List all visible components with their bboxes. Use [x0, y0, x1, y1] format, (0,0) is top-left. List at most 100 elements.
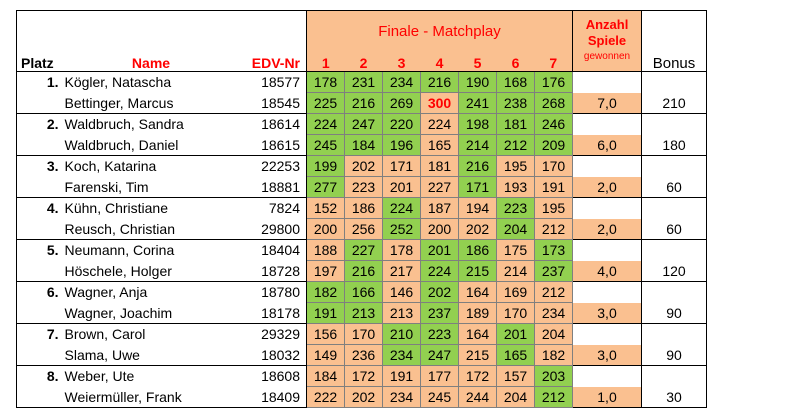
name-header: Name	[62, 10, 240, 72]
results-body: 1. Kögler, Natascha 18577 178 231 234 216 190 16…	[16, 71, 707, 408]
score-cell-game-7: 173	[534, 239, 573, 261]
rank-cell: 7.	[16, 323, 63, 345]
games-won-cell: 2,0	[572, 176, 642, 198]
score-cell-game-4: 216	[420, 71, 459, 93]
score-cell-game-5: 215	[458, 260, 497, 282]
score-cell-game-2: 184	[344, 134, 383, 156]
score-cell-game-3: 234	[382, 344, 421, 366]
bonus-cell	[641, 71, 707, 93]
game-header-5: 5	[458, 51, 497, 72]
rank-cell: 3.	[16, 155, 63, 177]
score-cell-game-6: 175	[496, 239, 535, 261]
player-name: Waldbruch, Daniel	[62, 134, 240, 156]
score-cell-game-3: 201	[382, 176, 421, 198]
bonus-cell: 30	[641, 386, 707, 408]
score-cell-game-5: 214	[458, 134, 497, 156]
score-cell-game-5: 190	[458, 71, 497, 93]
table-row: 6. Wagner, Anja 18780 182 166 146 202 164 169 212	[16, 281, 707, 303]
score-cell-game-5: 216	[458, 155, 497, 177]
score-cell-game-4: 165	[420, 134, 459, 156]
player-name: Waldbruch, Sandra	[64, 116, 184, 133]
score-cell-game-2: 223	[344, 176, 383, 198]
score-cell-game-6: 201	[496, 323, 535, 345]
bonus-cell: 90	[641, 302, 707, 324]
player-name: Brown, Carol	[64, 326, 146, 343]
games-won-cell	[572, 323, 642, 345]
score-cell-game-2: 236	[344, 344, 383, 366]
games-won-cell	[572, 239, 642, 261]
bonus-cell: 60	[641, 218, 707, 240]
score-cell-game-1: 182	[306, 281, 345, 303]
table-row: 8. Weber, Ute 18608 184 172 191 177 172 157 203	[16, 365, 707, 387]
player-name: Kühn, Christiane	[64, 200, 169, 217]
score-cell-game-7: 176	[534, 71, 573, 93]
score-cell-game-6: 238	[496, 92, 535, 114]
bonus-cell	[641, 113, 707, 135]
edv-number: 18577	[239, 71, 307, 93]
score-cell-game-5: 171	[458, 176, 497, 198]
score-cell-game-7: 170	[534, 155, 573, 177]
anzahl-label-2: Spiele	[587, 33, 627, 48]
score-cell-game-2: 172	[344, 365, 383, 387]
score-cell-game-6: 157	[496, 365, 535, 387]
score-cell-game-3: 146	[382, 281, 421, 303]
score-cell-game-6: 168	[496, 71, 535, 93]
score-cell-game-3: 269	[382, 92, 421, 114]
table-row: Höschele, Holger 18728 197 216 217 224 215 214 2…	[16, 260, 707, 282]
bonus-cell: 210	[641, 92, 707, 114]
table-row: Wagner, Joachim 18178 191 213 213 237 189 170 23…	[16, 302, 707, 324]
bonus-cell: 120	[641, 260, 707, 282]
table-row: 5. Neumann, Corina 18404 188 227 178 201 186 175…	[16, 239, 707, 261]
platz-header: Platz	[16, 10, 63, 72]
bonus-cell	[641, 197, 707, 219]
score-cell-game-4: 224	[420, 260, 459, 282]
edv-number: 18404	[239, 239, 307, 261]
edv-number: 18545	[239, 92, 307, 114]
score-cell-game-3: 217	[382, 260, 421, 282]
games-won-cell	[572, 365, 642, 387]
score-cell-game-4: 227	[420, 176, 459, 198]
score-cell-game-5: 241	[458, 92, 497, 114]
score-cell-game-1: 225	[306, 92, 345, 114]
score-cell-game-4: 200	[420, 218, 459, 240]
score-cell-game-2: 247	[344, 113, 383, 135]
bonus-cell	[641, 365, 707, 387]
edv-number: 18728	[239, 260, 307, 282]
score-cell-game-6: 223	[496, 197, 535, 219]
score-cell-game-3: 224	[382, 197, 421, 219]
edv-number: 18615	[239, 134, 307, 156]
score-cell-game-1: 199	[306, 155, 345, 177]
game-header-1: 1	[306, 51, 345, 72]
score-cell-game-6: 170	[496, 302, 535, 324]
finale-header: Finale - Matchplay	[306, 10, 573, 51]
score-cell-game-7: 203	[534, 365, 573, 387]
player-name: Slama, Uwe	[62, 344, 240, 366]
games-won-cell	[572, 71, 642, 93]
bonus-cell	[641, 281, 707, 303]
score-cell-game-2: 170	[344, 323, 383, 345]
score-cell-game-7: 212	[534, 281, 573, 303]
table-row: Reusch, Christian 29800 200 256 252 200 202 204…	[16, 218, 707, 240]
score-cell-game-1: 149	[306, 344, 345, 366]
edv-number: 18614	[239, 113, 307, 135]
player-name: Bettinger, Marcus	[62, 92, 240, 114]
games-won-cell	[572, 113, 642, 135]
score-cell-game-3: 234	[382, 386, 421, 408]
score-cell-game-4: 201	[420, 239, 459, 261]
score-cell-game-1: 222	[306, 386, 345, 408]
table-row: 7. Brown, Carol 29329 156 170 210 223 164 201 204	[16, 323, 707, 345]
rank-cell: 5.	[16, 239, 63, 261]
score-cell-game-3: 234	[382, 71, 421, 93]
score-cell-game-7: 209	[534, 134, 573, 156]
player-name: Wagner, Anja	[64, 284, 148, 301]
score-cell-game-1: 277	[306, 176, 345, 198]
score-cell-game-2: 202	[344, 386, 383, 408]
game-header-4: 4	[420, 51, 459, 72]
score-cell-game-2: 216	[344, 260, 383, 282]
bonus-cell: 90	[641, 344, 707, 366]
games-won-cell: 1,0	[572, 386, 642, 408]
rank-cell	[16, 218, 63, 240]
bonus-cell	[641, 239, 707, 261]
score-cell-game-3: 220	[382, 113, 421, 135]
games-won-cell: 3,0	[572, 344, 642, 366]
